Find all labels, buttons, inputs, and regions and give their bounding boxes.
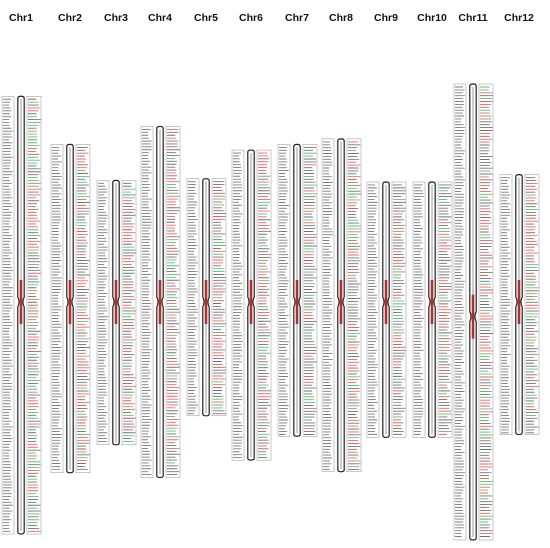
- position-label-box: [140, 126, 154, 478]
- chromosome-title: Chr12: [504, 12, 534, 24]
- chromosome-title: Chr7: [285, 12, 309, 24]
- gene-label-box: [391, 181, 407, 438]
- chromosome-title: Chr11: [458, 12, 487, 24]
- position-label-box: [453, 83, 467, 541]
- gene-label-box: [302, 144, 318, 437]
- gene-label-box: [437, 181, 453, 438]
- position-label-box: [412, 181, 426, 438]
- position-label-box: [231, 149, 245, 461]
- gene-label-box: [26, 96, 42, 535]
- gene-label-box: [346, 138, 362, 472]
- position-label-box: [186, 178, 200, 417]
- chromosome-chr7: Chr7: [277, 12, 318, 437]
- chromosome-chr9: Chr9: [366, 12, 407, 438]
- gene-label-box: [121, 180, 137, 446]
- chromosome-title: Chr6: [239, 12, 263, 24]
- chromosome-chr12: Chr12: [499, 12, 540, 436]
- chromosome-chr3: Chr3: [96, 12, 137, 446]
- chromosome-chr8: Chr8: [321, 12, 362, 473]
- gene-label-box: [256, 149, 272, 461]
- chromosome-title: Chr1: [9, 12, 33, 24]
- chromosome-title: Chr4: [148, 12, 172, 24]
- chromosome-title: Chr3: [104, 12, 128, 24]
- gene-label-box: [524, 174, 540, 435]
- chromosome-chr2: Chr2: [50, 12, 91, 474]
- chromosome-title: Chr9: [374, 12, 398, 24]
- chromosome-chr1: Chr1: [1, 12, 42, 535]
- position-label-box: [321, 138, 335, 472]
- gene-label-box: [75, 144, 91, 473]
- chromosome-chr5: Chr5: [186, 12, 227, 417]
- chromosome-chr11: Chr11: [453, 12, 494, 541]
- position-label-box: [499, 174, 513, 435]
- chromosome-layer: Chr1 Chr2 Chr3 Chr4 Chr5 Chr6 Chr7 Chr8 Chr9 Chr1…: [1, 12, 540, 541]
- chromosome-chr4: Chr4: [140, 12, 181, 479]
- chromosome-chr10: Chr10: [412, 12, 453, 438]
- chromosome-title: Chr8: [329, 12, 353, 24]
- position-label-box: [277, 144, 291, 437]
- gene-label-box: [165, 126, 181, 478]
- gene-label-box: [478, 83, 494, 541]
- chromosome-title: Chr2: [58, 12, 82, 24]
- position-label-box: [366, 181, 380, 438]
- chromosome-chr6: Chr6: [231, 12, 272, 461]
- chromosome-title: Chr5: [194, 12, 218, 24]
- position-label-box: [50, 144, 64, 473]
- gene-label-box: [211, 178, 227, 417]
- position-label-box: [1, 96, 15, 535]
- position-label-box: [96, 180, 110, 446]
- chromosome-title: Chr10: [417, 12, 447, 24]
